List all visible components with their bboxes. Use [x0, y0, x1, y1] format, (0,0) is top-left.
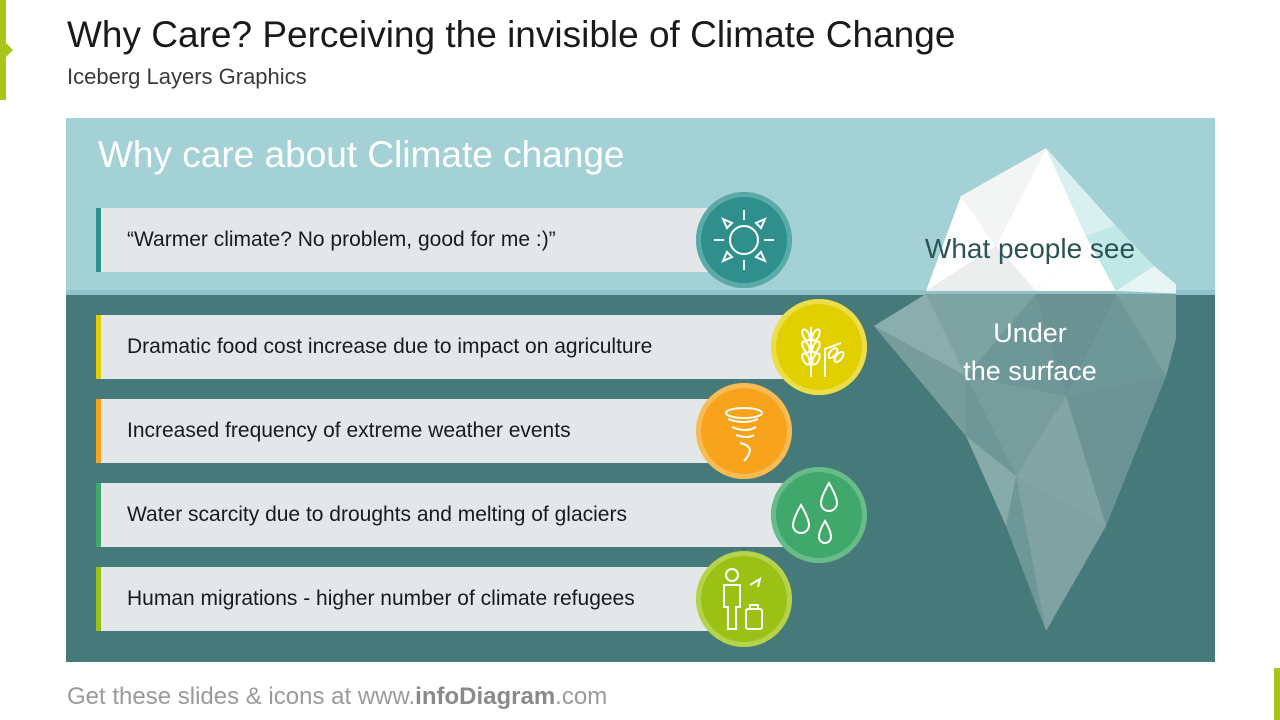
item-accent-bar [96, 208, 101, 272]
item-accent-bar [96, 567, 101, 631]
sun-icon [696, 192, 792, 288]
list-item: Increased frequency of extreme weather e… [96, 399, 716, 463]
label-what-people-see: What people see [924, 233, 1136, 264]
item-text: Human migrations - higher number of clim… [127, 587, 635, 610]
iceberg-panel: Why care about Climate change What peopl… [66, 118, 1215, 662]
left-accent-bar [0, 0, 6, 100]
iceberg-graphic [874, 148, 1176, 631]
item-text: Water scarcity due to droughts and melti… [127, 503, 627, 526]
list-item: “Warmer climate? No problem, good for me… [96, 208, 716, 272]
footer-brand: infoDiagram [415, 683, 556, 710]
tornado-icon [696, 383, 792, 479]
footer-text: Get these slides & icons at www.infoDiag… [67, 683, 607, 711]
label-under-line2: the surface [963, 356, 1097, 386]
item-text: Increased frequency of extreme weather e… [127, 419, 571, 442]
list-item: Water scarcity due to droughts and melti… [96, 483, 796, 547]
refugee-icon [696, 551, 792, 647]
water-drops-icon [771, 467, 867, 563]
item-accent-bar [96, 399, 101, 463]
list-item: Dramatic food cost increase due to impac… [96, 315, 796, 379]
wheat-icon [771, 299, 867, 395]
right-accent-bar [1274, 668, 1280, 720]
footer-prefix: Get these slides & icons at www. [67, 683, 416, 710]
panel-heading: Why care about Climate change [98, 134, 625, 175]
label-under-surface: Under the surface [926, 314, 1134, 390]
item-accent-bar [96, 315, 101, 379]
footer-suffix: .com [555, 683, 608, 710]
item-text: “Warmer climate? No problem, good for me… [127, 228, 556, 251]
left-accent-arrow [5, 42, 13, 58]
slide-subtitle: Iceberg Layers Graphics [67, 64, 307, 89]
waterline [66, 290, 1215, 295]
slide-title: Why Care? Perceiving the invisible of Cl… [67, 14, 956, 55]
item-text: Dramatic food cost increase due to impac… [127, 335, 653, 358]
label-under-line1: Under [993, 318, 1067, 348]
item-accent-bar [96, 483, 101, 547]
list-item: Human migrations - higher number of clim… [96, 567, 716, 631]
